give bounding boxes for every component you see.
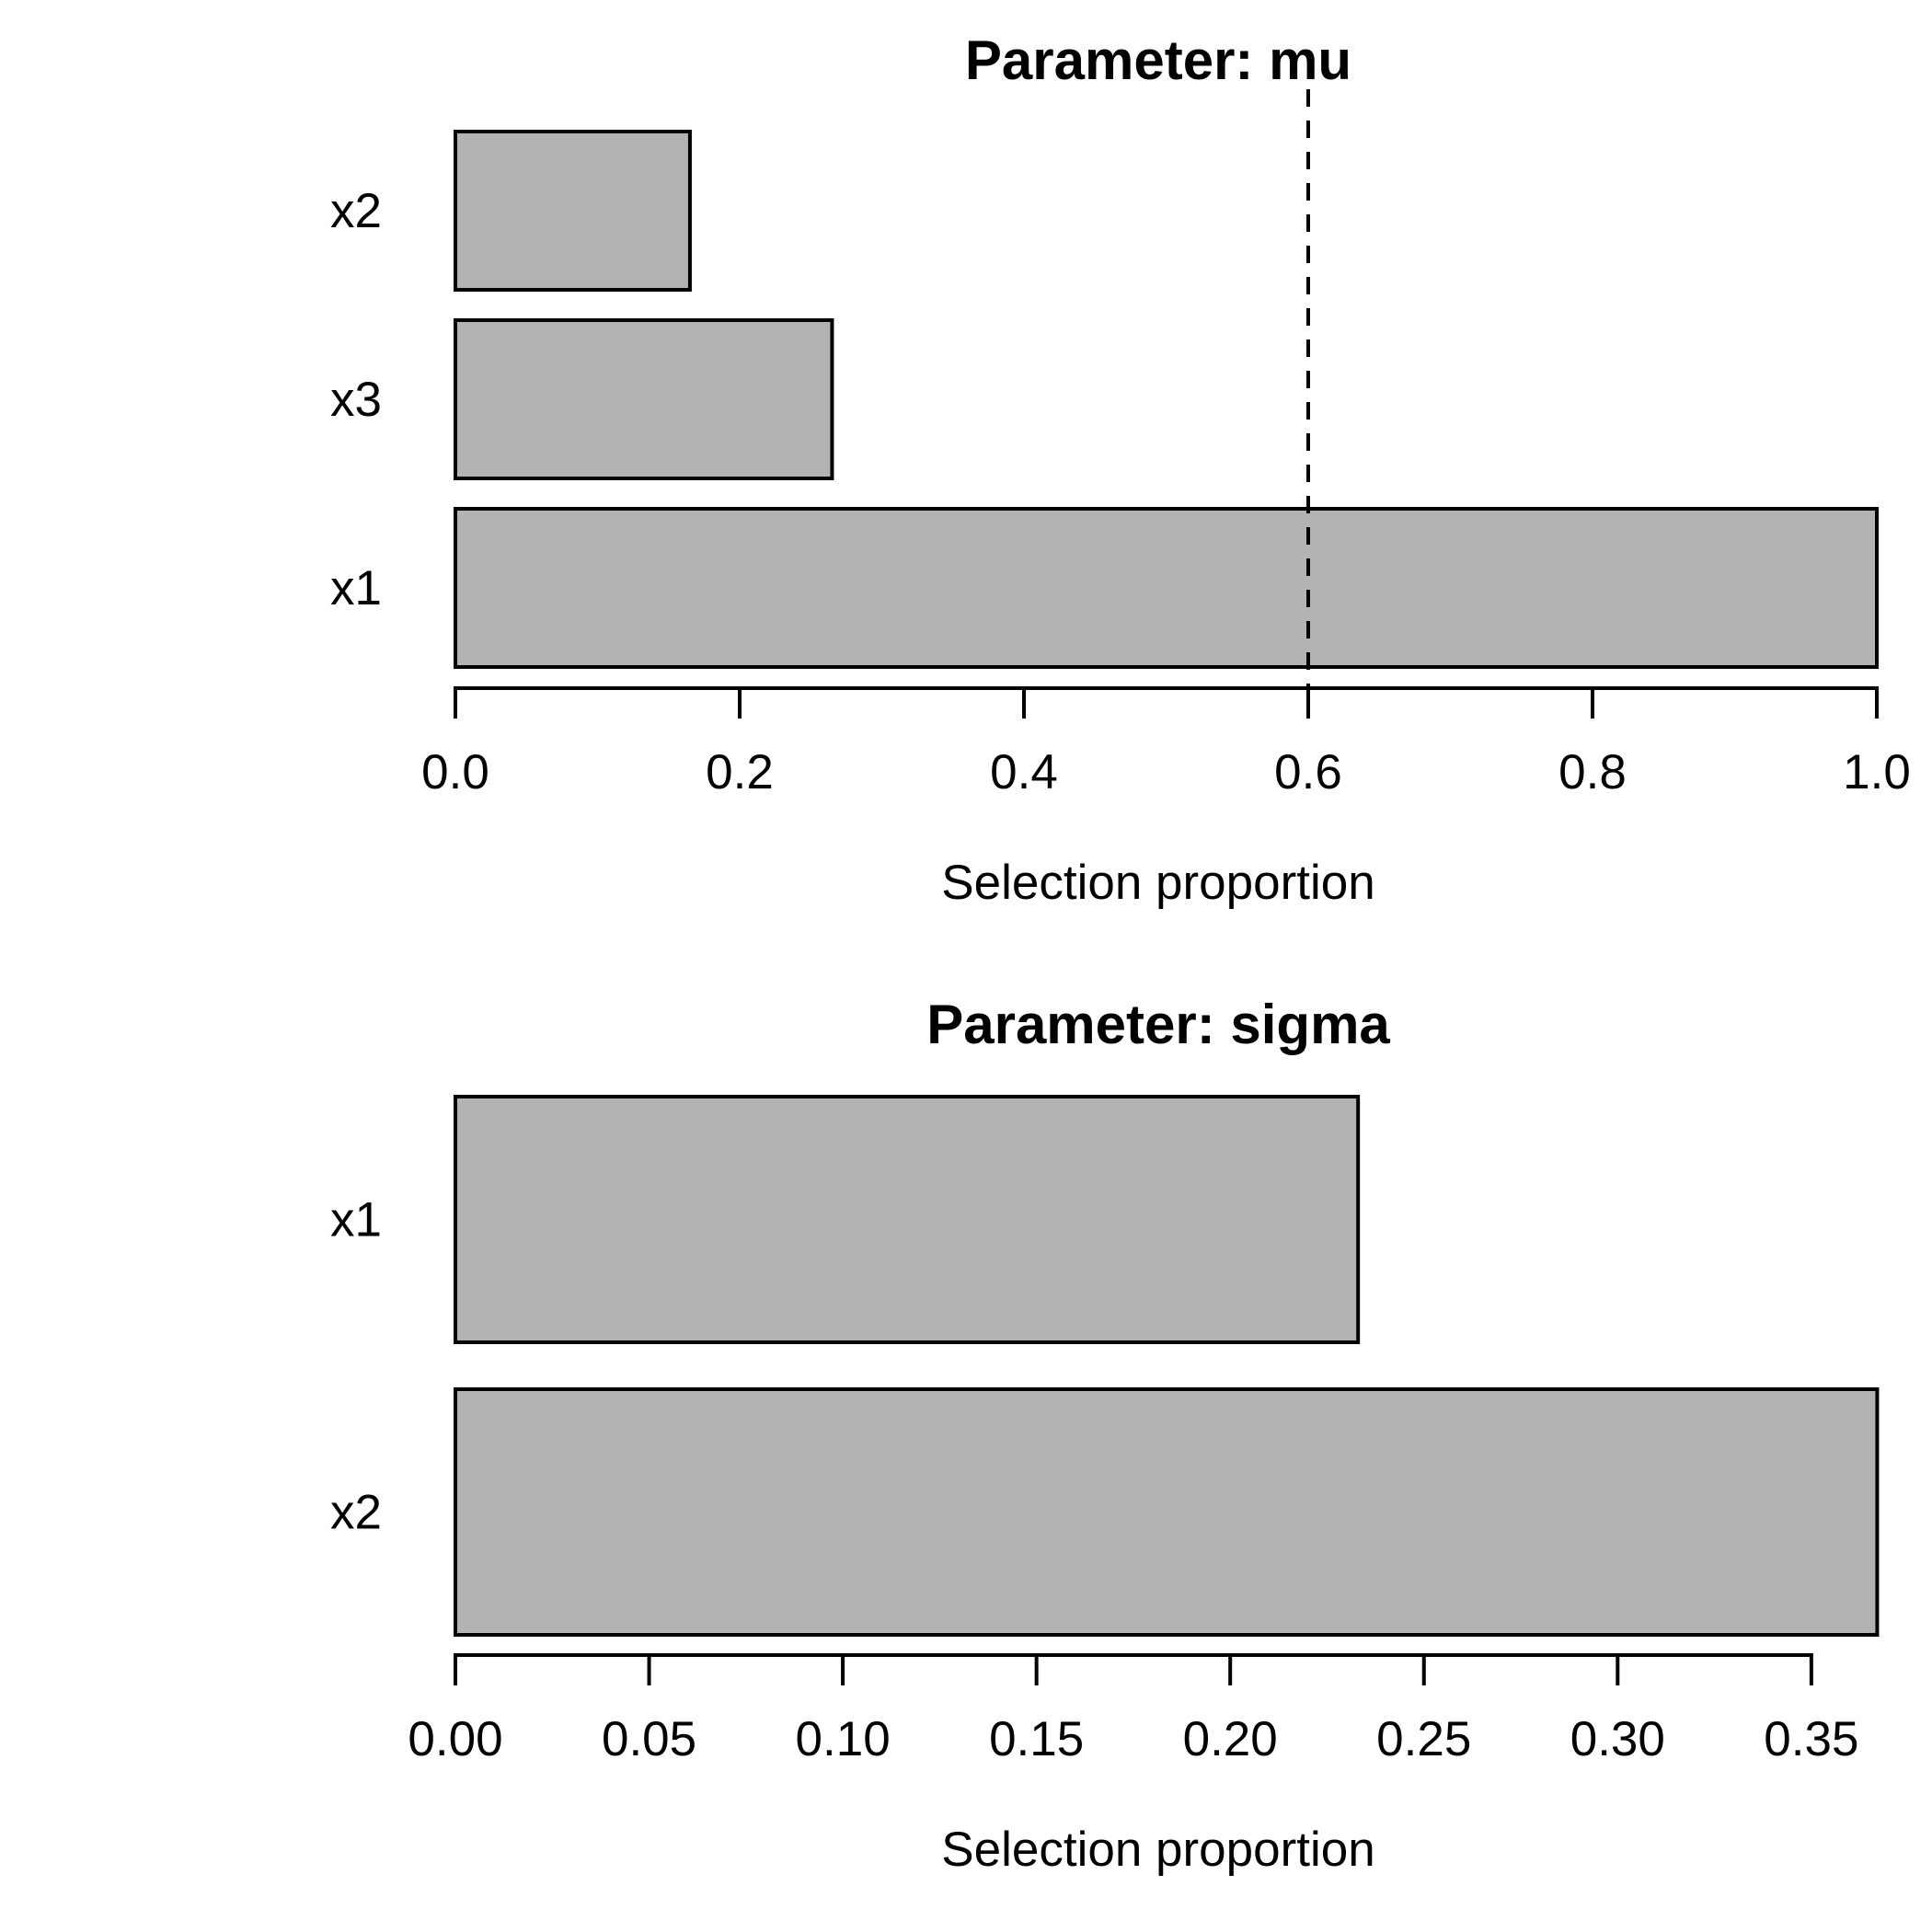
chart-sigma: Parameter: sigma x1 x2 0.00 0.05 0.10 0.15 0.20…: [330, 994, 1880, 1877]
x-axis-tick-label: 0.25: [1376, 1712, 1471, 1766]
x-axis-tick-label: 0.05: [602, 1712, 696, 1766]
bar-x2: [454, 1387, 1880, 1637]
x-axis-tick-label: 0.4: [990, 745, 1058, 799]
category-label-x1: x1: [330, 561, 382, 615]
x-axis-tick-label: 0.6: [1274, 745, 1342, 799]
chart-title: Parameter: mu: [965, 29, 1351, 91]
x-axis-tick-label: 0.2: [706, 745, 774, 799]
x-axis-tick-label: 0.00: [408, 1712, 502, 1766]
bar-x1: [454, 1095, 1361, 1344]
x-axis-tick-label: 1.0: [1843, 745, 1911, 799]
category-label-x3: x3: [330, 373, 382, 427]
x-axis-tick-label: 0.0: [421, 745, 489, 799]
bar-x1: [454, 507, 1879, 669]
x-axis-tick-label: 0.8: [1558, 745, 1627, 799]
x-axis-tick-label: 0.10: [796, 1712, 891, 1766]
category-label-x2: x2: [330, 1486, 382, 1540]
x-axis-tick-label: 0.20: [1183, 1712, 1278, 1766]
category-label-x2: x2: [330, 184, 382, 238]
bar-x3: [454, 318, 834, 480]
category-label-x1: x1: [330, 1193, 382, 1248]
x-axis-title: Selection proportion: [941, 856, 1374, 910]
x-axis-tick-label: 0.35: [1764, 1712, 1858, 1766]
x-axis-tick-label: 0.15: [989, 1712, 1084, 1766]
x-axis-tick-label: 0.30: [1570, 1712, 1665, 1766]
chart-mu: Parameter: mu x2 x3 x1 0.0 0.2 0.4 0.6 0.8 1.0 Sel…: [330, 29, 1911, 910]
chart-title: Parameter: sigma: [926, 994, 1390, 1055]
x-axis-title: Selection proportion: [941, 1823, 1374, 1877]
bar-x2: [454, 130, 692, 292]
